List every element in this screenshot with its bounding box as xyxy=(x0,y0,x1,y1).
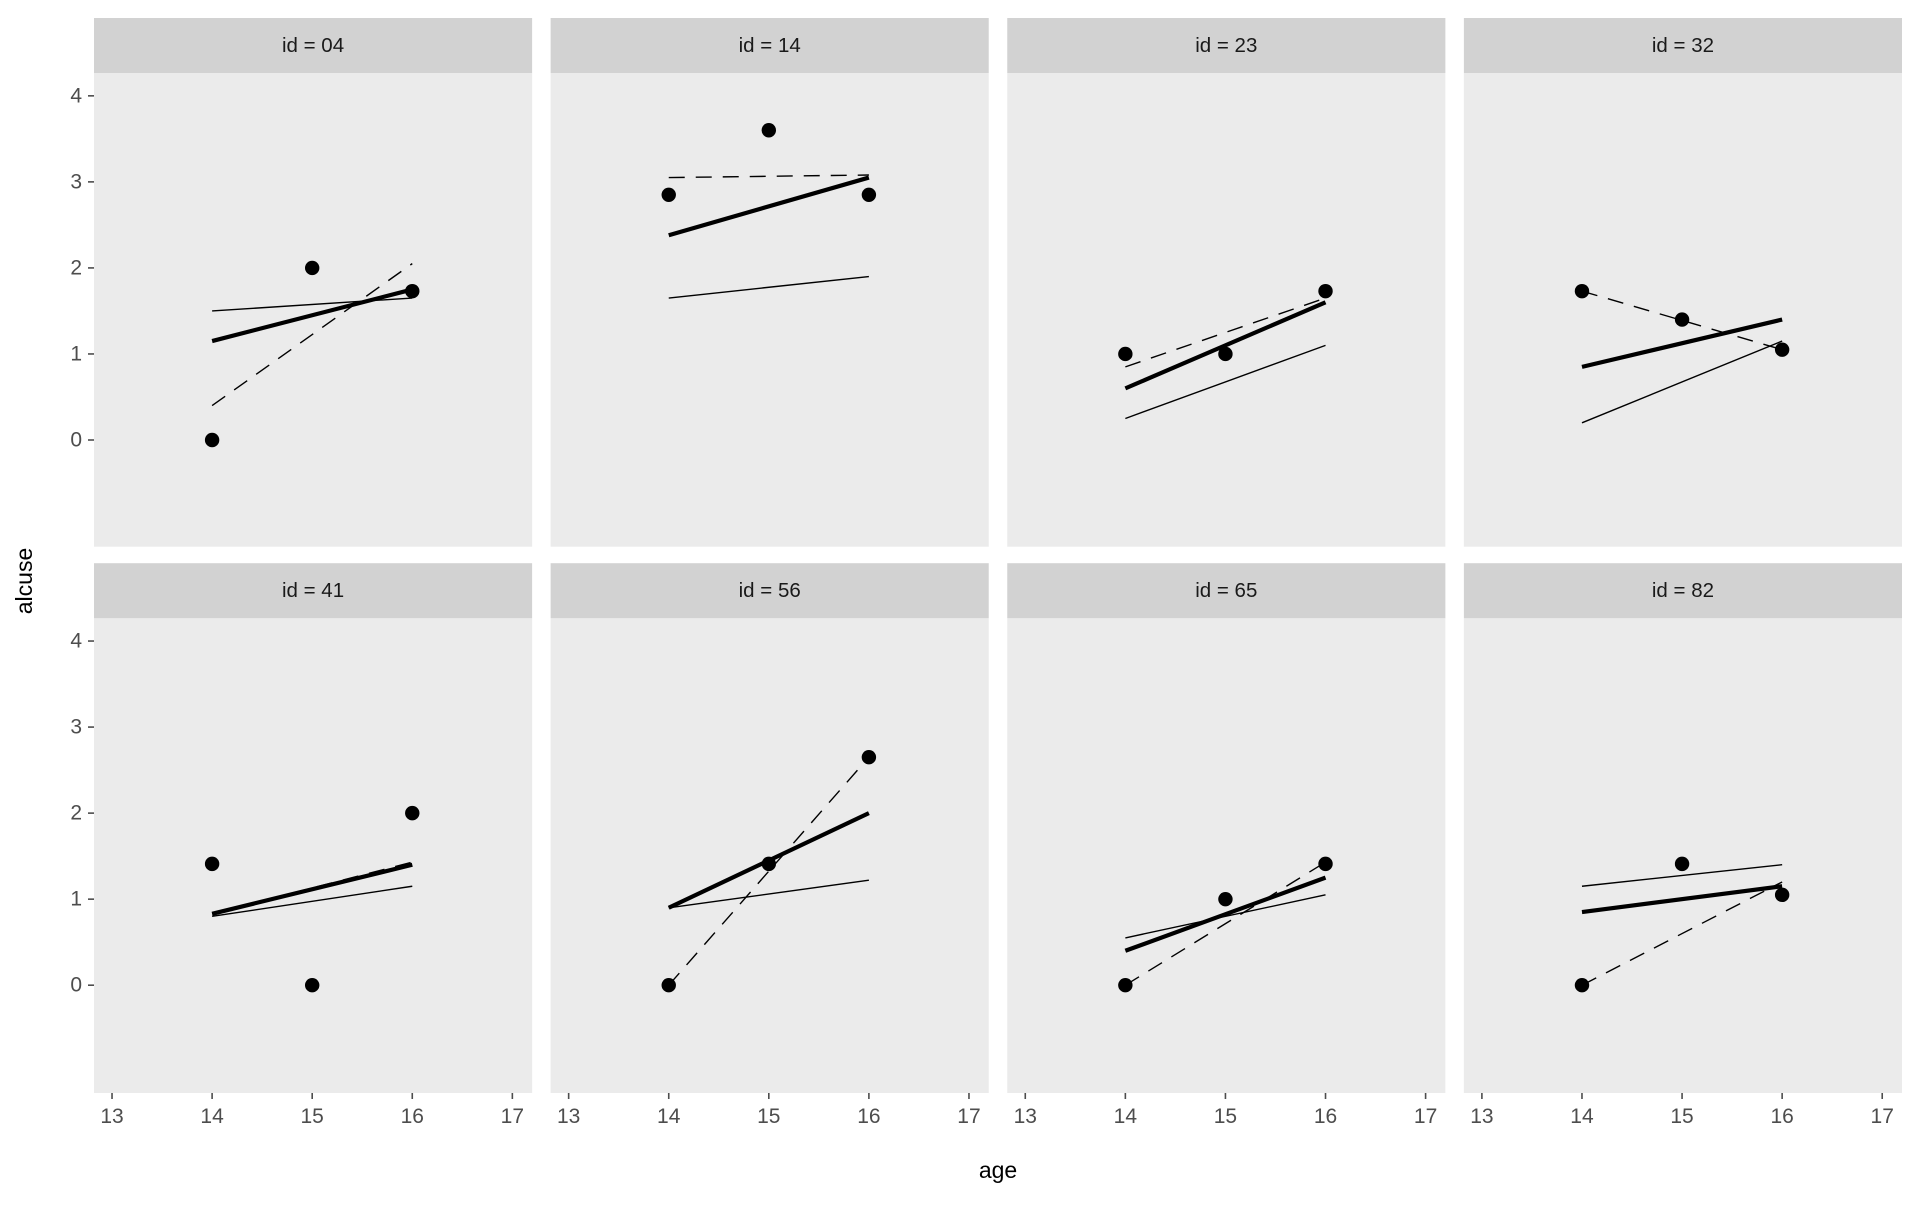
svg-text:17: 17 xyxy=(501,1105,524,1128)
svg-text:id = 65: id = 65 xyxy=(1195,579,1257,602)
svg-text:id = 56: id = 56 xyxy=(739,579,801,602)
svg-text:4: 4 xyxy=(70,630,82,653)
svg-text:id = 23: id = 23 xyxy=(1195,34,1257,57)
svg-text:15: 15 xyxy=(1214,1105,1237,1128)
svg-text:14: 14 xyxy=(200,1105,224,1128)
svg-text:17: 17 xyxy=(1414,1105,1437,1128)
svg-text:14: 14 xyxy=(657,1105,681,1128)
svg-text:15: 15 xyxy=(301,1105,324,1128)
svg-text:14: 14 xyxy=(1114,1105,1138,1128)
svg-text:id = 32: id = 32 xyxy=(1652,34,1714,57)
svg-text:2: 2 xyxy=(70,802,82,825)
svg-text:13: 13 xyxy=(557,1105,580,1128)
svg-text:16: 16 xyxy=(1770,1105,1793,1128)
svg-text:id = 41: id = 41 xyxy=(282,579,344,602)
svg-text:alcuse: alcuse xyxy=(11,548,37,614)
svg-text:14: 14 xyxy=(1570,1105,1594,1128)
svg-text:3: 3 xyxy=(70,716,82,739)
svg-text:13: 13 xyxy=(100,1105,123,1128)
svg-text:17: 17 xyxy=(1871,1105,1894,1128)
svg-text:15: 15 xyxy=(757,1105,780,1128)
svg-text:id = 82: id = 82 xyxy=(1652,579,1714,602)
svg-text:16: 16 xyxy=(1314,1105,1337,1128)
svg-text:3: 3 xyxy=(70,170,82,193)
svg-text:17: 17 xyxy=(957,1105,980,1128)
svg-text:1: 1 xyxy=(70,888,82,911)
svg-text:13: 13 xyxy=(1470,1105,1493,1128)
svg-text:id = 14: id = 14 xyxy=(739,34,801,57)
svg-text:age: age xyxy=(979,1157,1017,1183)
svg-text:13: 13 xyxy=(1014,1105,1037,1128)
svg-text:16: 16 xyxy=(401,1105,424,1128)
svg-text:4: 4 xyxy=(70,84,82,107)
svg-text:0: 0 xyxy=(70,429,82,452)
svg-text:id = 04: id = 04 xyxy=(282,34,344,57)
svg-text:16: 16 xyxy=(857,1105,880,1128)
svg-text:0: 0 xyxy=(70,974,82,997)
svg-text:2: 2 xyxy=(70,256,82,279)
svg-text:1: 1 xyxy=(70,342,82,365)
svg-text:15: 15 xyxy=(1670,1105,1693,1128)
